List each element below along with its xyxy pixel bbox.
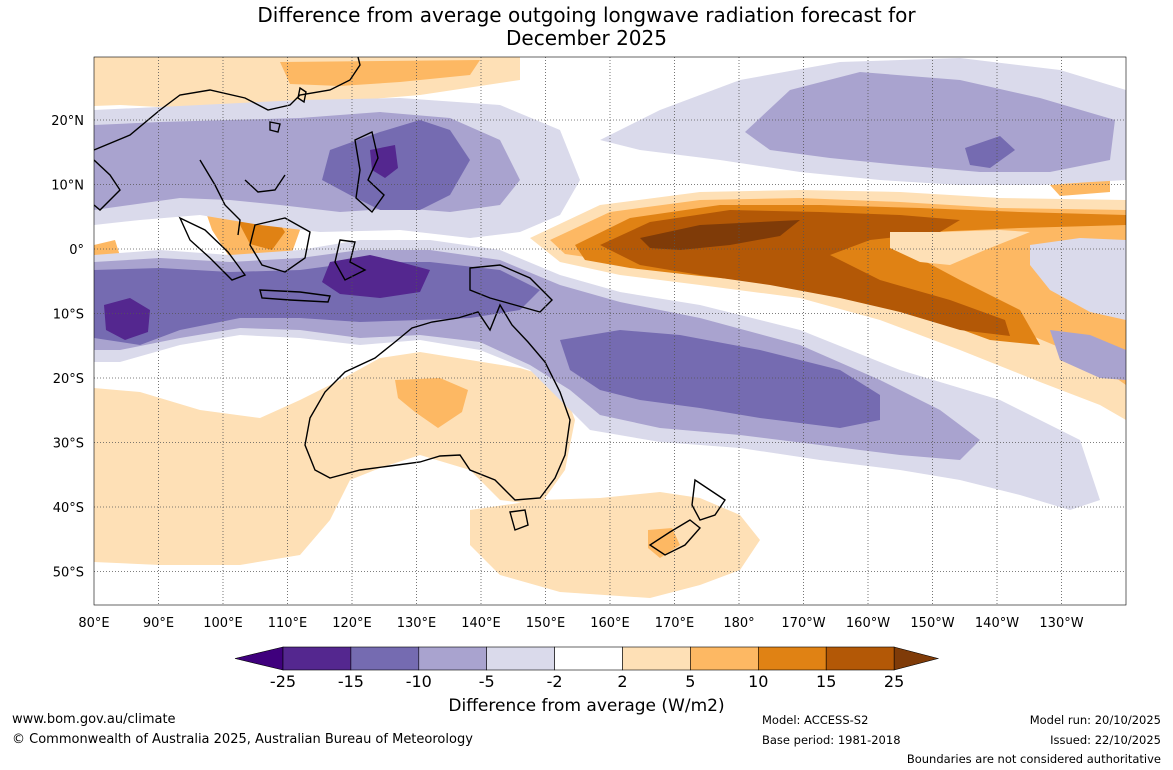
lon-tick-label: 140°E [461, 616, 501, 631]
colorbar-title: Difference from average (W/m2) [448, 696, 725, 716]
anomaly-region-indian-ocean-peak [104, 298, 150, 340]
anomaly-region-east-pacific-negative [1030, 238, 1126, 320]
anomaly-region-pacific-inner [890, 230, 1030, 265]
lon-tick-label: 110°E [268, 616, 308, 631]
footer-website: www.bom.gov.au/climate [12, 712, 176, 727]
coastlines [94, 57, 726, 556]
colorbar-tick-label: -15 [338, 672, 364, 691]
colorbar-over-extension [893, 646, 940, 671]
colorbar-under-extension [234, 646, 284, 671]
anomaly-region-pacific-extreme [640, 220, 800, 250]
lon-tick-label: 130°E [397, 616, 437, 631]
colorbar-tick-label: 5 [685, 672, 695, 691]
colorbar-segment [554, 646, 623, 671]
colorbar-tick-label: 2 [617, 672, 627, 691]
title-line-1: Difference from average outgoing longwav… [257, 3, 916, 27]
colorbar-segment [690, 646, 759, 671]
coastline-taiwan [297, 86, 307, 104]
latitude-labels: 20°N 10°N 0° 10°S 20°S 30°S 40°S 50°S [51, 114, 84, 581]
footer-model-run: Model run: 20/10/2025 [1029, 713, 1161, 727]
coastline-tasmania [509, 509, 529, 531]
anomaly-region-south-pacific-core [560, 330, 880, 428]
anomaly-region-nz-positive [470, 492, 760, 598]
colorbar-tick-label: -25 [270, 672, 296, 691]
coastline-sulawesi [334, 239, 367, 281]
graticule [94, 57, 1126, 605]
lat-tick-label: 30°S [53, 437, 84, 452]
colorbar-segment [825, 646, 895, 671]
lon-tick-label: 160°W [846, 616, 890, 631]
lon-tick-label: 130°W [1039, 616, 1083, 631]
colorbar-segment [350, 646, 420, 671]
coastline-mainland-asia [94, 57, 361, 236]
footer-copyright: © Commonwealth of Australia 2025, Austra… [12, 732, 473, 747]
coastline-java [259, 289, 331, 303]
colorbar-segment [486, 646, 555, 671]
coastline-new-guinea [469, 264, 553, 313]
lon-tick-label: 100°E [203, 616, 243, 631]
coastline-borneo [249, 217, 311, 273]
coastline-new-zealand-south [648, 519, 702, 556]
lat-tick-label: 20°N [51, 114, 84, 129]
anomaly-region-nz-negative [1050, 330, 1126, 380]
title-line-2: December 2025 [506, 26, 667, 50]
colorbar-tick-label: -10 [406, 672, 432, 691]
lat-tick-label: 0° [69, 243, 84, 258]
map-frame [93, 56, 1127, 606]
longitude-labels: 80°E 90°E 100°E 110°E 120°E 130°E 140°E 150°E 16… [78, 616, 1083, 631]
coastline-australia [304, 303, 571, 501]
lat-tick-label: 40°S [53, 501, 84, 516]
footer-issued: Issued: 22/10/2025 [1050, 733, 1161, 747]
anomaly-region-hawaii-positive [1050, 180, 1110, 196]
map-title: Difference from average outgoing longwav… [0, 4, 1173, 50]
colorbar-segment [418, 646, 487, 671]
lon-tick-label: 170°W [781, 616, 825, 631]
lon-tick-label: 160°E [590, 616, 630, 631]
anomaly-region-sulawesi-peak [322, 255, 430, 298]
anomaly-region-north-pacific-mid [745, 72, 1115, 172]
colorbar-tick-label: -2 [547, 672, 563, 691]
anomaly-region-maritime-core [94, 262, 540, 345]
anomaly-region-nz-core [648, 528, 680, 558]
lon-tick-label: 180° [723, 616, 754, 631]
coastline-new-zealand-north [691, 478, 726, 521]
lon-tick-label: 120°E [332, 616, 372, 631]
colorbar-segment [282, 646, 352, 671]
anomaly-field [94, 57, 1126, 598]
anomaly-region-australia-core [395, 378, 468, 428]
colorbar-tick-label: -5 [479, 672, 495, 691]
colorbar-tick-label: 15 [816, 672, 836, 691]
lat-tick-label: 10°S [53, 308, 84, 323]
lat-tick-label: 10°N [51, 179, 84, 194]
lon-tick-label: 150°W [910, 616, 954, 631]
colorbar-segment [622, 646, 691, 671]
coastline-philippines [354, 130, 385, 214]
footer-disclaimer: Boundaries are not considered authoritat… [906, 752, 1161, 766]
anomaly-region-nw-positive-core [280, 60, 480, 86]
lon-tick-label: 140°W [975, 616, 1019, 631]
lon-tick-label: 170°E [655, 616, 695, 631]
footer-model: Model: ACCESS-S2 [762, 713, 869, 727]
anomaly-region-north-pacific-core [965, 136, 1015, 168]
colorbar-tick-label: 10 [748, 672, 768, 691]
lat-tick-label: 20°S [53, 372, 84, 387]
footer-base-period: Base period: 1981-2018 [762, 733, 901, 747]
colorbar-segment [757, 646, 827, 671]
lat-tick-label: 50°S [53, 566, 84, 581]
lon-tick-label: 150°E [526, 616, 566, 631]
colorbar-tick-label: 25 [884, 672, 904, 691]
coastline-india [94, 159, 121, 211]
lon-tick-label: 80°E [78, 616, 109, 631]
coastline-sumatra [178, 216, 247, 281]
lon-tick-label: 90°E [143, 616, 174, 631]
colorbar: -25 -15 -10 -5 -2 2 5 10 15 25 [234, 646, 940, 691]
coastline-hainan [269, 121, 281, 133]
